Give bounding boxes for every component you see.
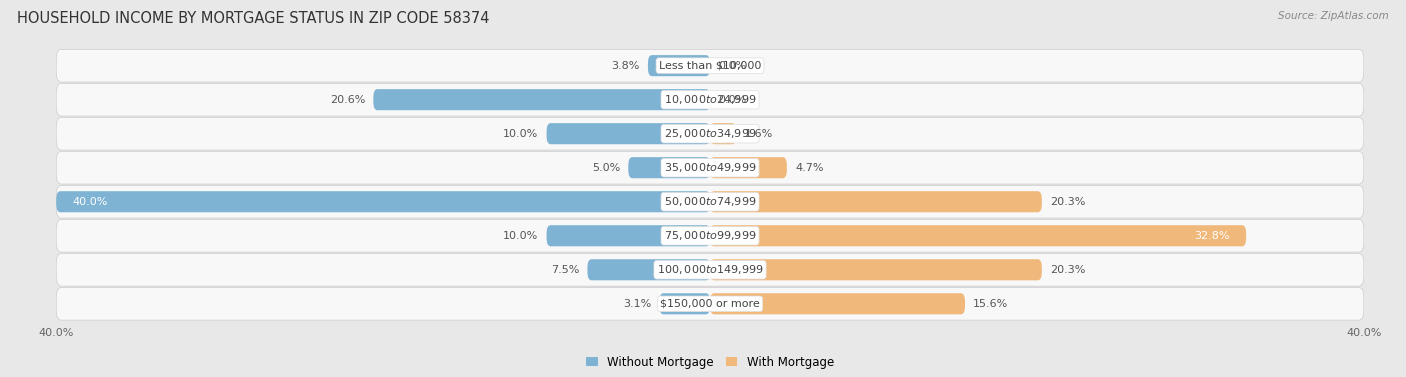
Text: Less than $10,000: Less than $10,000: [659, 61, 761, 70]
FancyBboxPatch shape: [56, 83, 1364, 116]
FancyBboxPatch shape: [56, 219, 1364, 252]
Text: 1.6%: 1.6%: [744, 129, 773, 139]
FancyBboxPatch shape: [710, 293, 965, 314]
Text: 20.3%: 20.3%: [1050, 265, 1085, 275]
FancyBboxPatch shape: [659, 293, 710, 314]
FancyBboxPatch shape: [56, 117, 1364, 150]
FancyBboxPatch shape: [588, 259, 710, 280]
Text: Source: ZipAtlas.com: Source: ZipAtlas.com: [1278, 11, 1389, 21]
Text: HOUSEHOLD INCOME BY MORTGAGE STATUS IN ZIP CODE 58374: HOUSEHOLD INCOME BY MORTGAGE STATUS IN Z…: [17, 11, 489, 26]
Text: 10.0%: 10.0%: [503, 129, 538, 139]
Text: $10,000 to $24,999: $10,000 to $24,999: [664, 93, 756, 106]
FancyBboxPatch shape: [547, 225, 710, 246]
Text: 32.8%: 32.8%: [1194, 231, 1230, 241]
FancyBboxPatch shape: [710, 225, 1246, 246]
Text: $150,000 or more: $150,000 or more: [661, 299, 759, 309]
Text: 10.0%: 10.0%: [503, 231, 538, 241]
Text: 7.5%: 7.5%: [551, 265, 579, 275]
Text: 0.0%: 0.0%: [718, 61, 747, 70]
FancyBboxPatch shape: [56, 49, 1364, 82]
Text: 3.8%: 3.8%: [612, 61, 640, 70]
Text: 40.0%: 40.0%: [73, 197, 108, 207]
FancyBboxPatch shape: [547, 123, 710, 144]
FancyBboxPatch shape: [710, 259, 1042, 280]
Text: $25,000 to $34,999: $25,000 to $34,999: [664, 127, 756, 140]
FancyBboxPatch shape: [628, 157, 710, 178]
FancyBboxPatch shape: [710, 191, 1042, 212]
Text: 0.0%: 0.0%: [718, 95, 747, 105]
Text: 4.7%: 4.7%: [794, 163, 824, 173]
Legend: Without Mortgage, With Mortgage: Without Mortgage, With Mortgage: [586, 356, 834, 369]
Text: 15.6%: 15.6%: [973, 299, 1008, 309]
Text: 20.6%: 20.6%: [330, 95, 366, 105]
FancyBboxPatch shape: [56, 288, 1364, 320]
Text: $35,000 to $49,999: $35,000 to $49,999: [664, 161, 756, 174]
FancyBboxPatch shape: [56, 152, 1364, 184]
FancyBboxPatch shape: [710, 157, 787, 178]
FancyBboxPatch shape: [648, 55, 710, 76]
FancyBboxPatch shape: [56, 191, 710, 212]
FancyBboxPatch shape: [710, 123, 737, 144]
Text: $75,000 to $99,999: $75,000 to $99,999: [664, 229, 756, 242]
Text: $50,000 to $74,999: $50,000 to $74,999: [664, 195, 756, 208]
FancyBboxPatch shape: [56, 253, 1364, 286]
FancyBboxPatch shape: [374, 89, 710, 110]
Text: 3.1%: 3.1%: [623, 299, 651, 309]
FancyBboxPatch shape: [56, 185, 1364, 218]
Text: 5.0%: 5.0%: [592, 163, 620, 173]
Text: 20.3%: 20.3%: [1050, 197, 1085, 207]
Text: $100,000 to $149,999: $100,000 to $149,999: [657, 263, 763, 276]
